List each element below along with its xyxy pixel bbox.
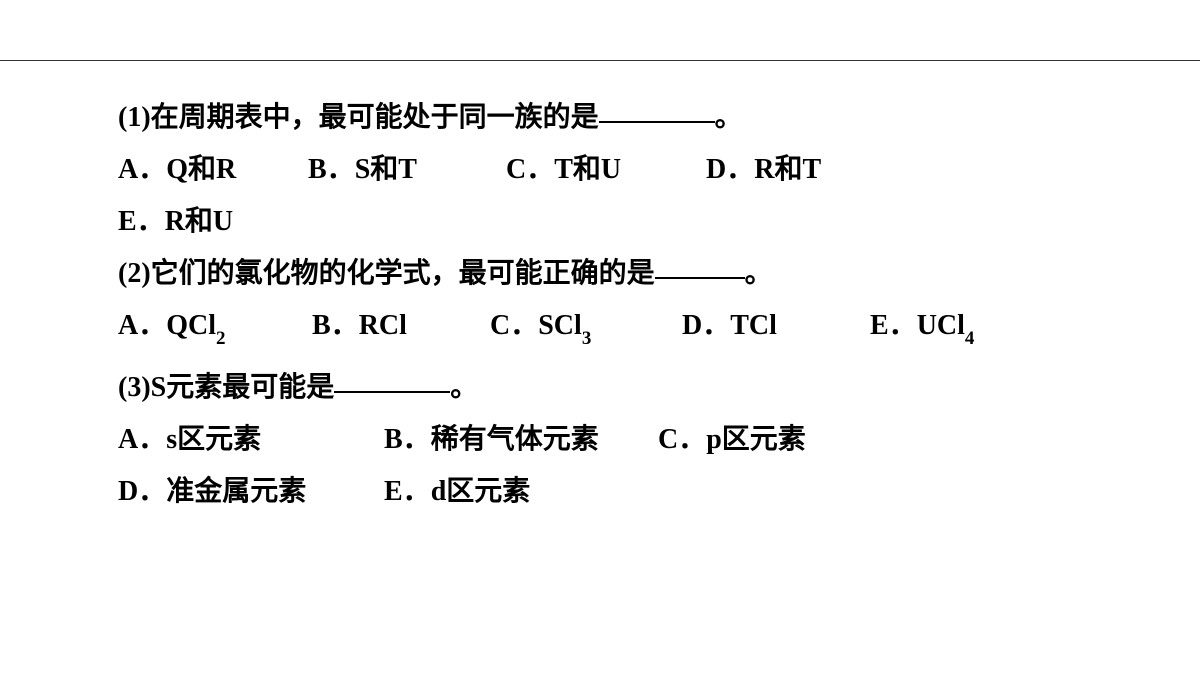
q1-opt-d: D．R和T bbox=[706, 144, 821, 196]
q1-opt-a: A．Q和R bbox=[118, 144, 308, 196]
q3-opt-a: A．s区元素 bbox=[118, 414, 384, 466]
document-body: (1)在周期表中，最可能处于同一族的是。 A．Q和R B．S和T C．T和U D… bbox=[118, 92, 1118, 518]
q3-opt-c: C．p区元素 bbox=[658, 414, 806, 466]
q3-prefix: (3)S元素最可能是 bbox=[118, 372, 334, 403]
q3-options-row1: A．s区元素 B．稀有气体元素 C．p区元素 bbox=[118, 414, 1118, 466]
q3-options-row2: D．准金属元素 E．d区元素 bbox=[118, 466, 1118, 518]
q1-opt-c: C．T和U bbox=[506, 144, 706, 196]
q1-prefix: (1)在周期表中，最可能处于同一族的是 bbox=[118, 102, 599, 133]
q3-blank bbox=[334, 391, 450, 393]
q2-opt-b: B．RCl bbox=[312, 300, 490, 362]
q2-stem: (2)它们的氯化物的化学式，最可能正确的是 。 bbox=[118, 248, 1118, 300]
q1-options-row2: E．R和U bbox=[118, 196, 1118, 248]
q1-options-row1: A．Q和R B．S和T C．T和U D．R和T bbox=[118, 144, 1118, 196]
q2-opt-c: C．SCl3 bbox=[490, 300, 682, 362]
q1-blank bbox=[599, 121, 715, 123]
q1-suffix: 。 bbox=[715, 102, 743, 133]
q2-opt-a: A．QCl2 bbox=[118, 300, 312, 362]
q3-stem: (3)S元素最可能是 。 bbox=[118, 362, 1118, 414]
q2-options: A．QCl2 B．RCl C．SCl3 D．TCl E．UCl4 bbox=[118, 300, 1118, 362]
q2-opt-e: E．UCl4 bbox=[870, 300, 974, 362]
q2-suffix: 。 bbox=[745, 258, 773, 289]
horizontal-rule bbox=[0, 60, 1200, 61]
q3-suffix: 。 bbox=[450, 372, 478, 403]
q3-opt-e: E．d区元素 bbox=[384, 466, 530, 518]
q2-opt-d: D．TCl bbox=[682, 300, 870, 362]
q2-prefix: (2)它们的氯化物的化学式，最可能正确的是 bbox=[118, 258, 655, 289]
q1-opt-b: B．S和T bbox=[308, 144, 506, 196]
q1-stem: (1)在周期表中，最可能处于同一族的是 。 bbox=[118, 92, 1118, 144]
q3-opt-d: D．准金属元素 bbox=[118, 466, 384, 518]
q3-opt-b: B．稀有气体元素 bbox=[384, 414, 658, 466]
q1-opt-e: E．R和U bbox=[118, 196, 233, 248]
q2-blank bbox=[655, 277, 745, 279]
